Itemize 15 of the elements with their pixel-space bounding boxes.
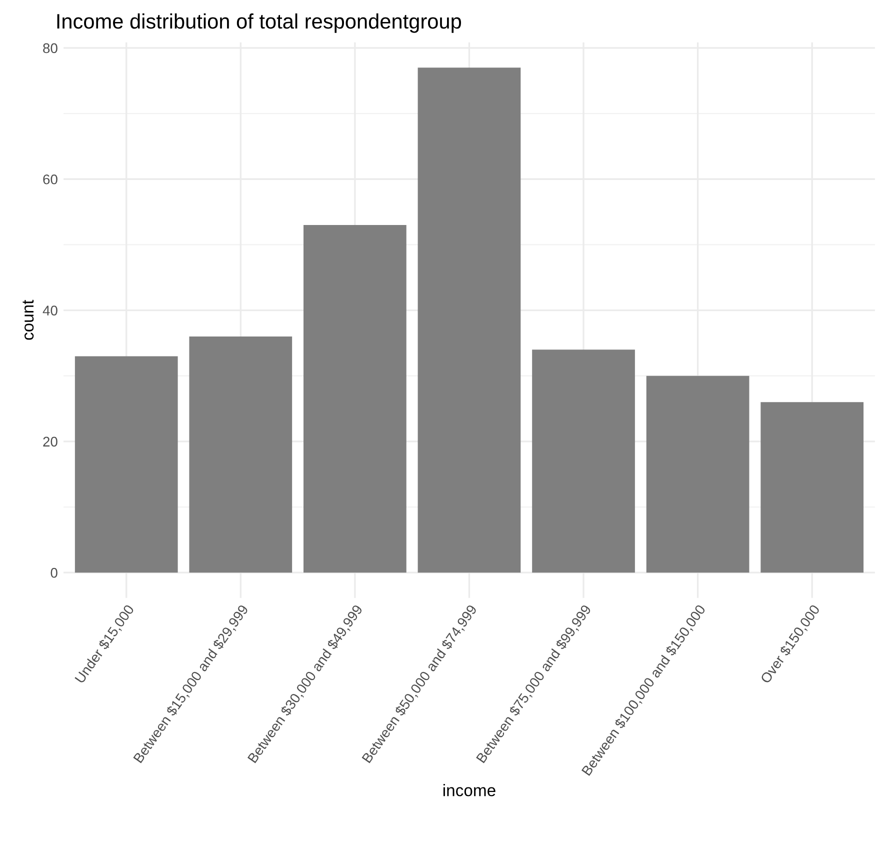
y-tick-label: 60 [43,174,58,184]
y-tick-label: 0 [50,568,58,578]
chart-title: Income distribution of total respondentgroup [57,13,462,33]
x-axis-title: income [443,784,496,796]
bar [418,68,521,573]
bar [646,376,750,573]
bar [74,356,178,573]
bar [304,225,406,573]
y-tick-label: 20 [43,436,58,447]
bar [532,350,635,573]
y-tick-label: 80 [43,43,58,54]
bar [760,402,864,573]
y-axis-title: count [22,300,34,340]
y-tick-label: 40 [42,306,58,316]
bar [189,336,292,573]
